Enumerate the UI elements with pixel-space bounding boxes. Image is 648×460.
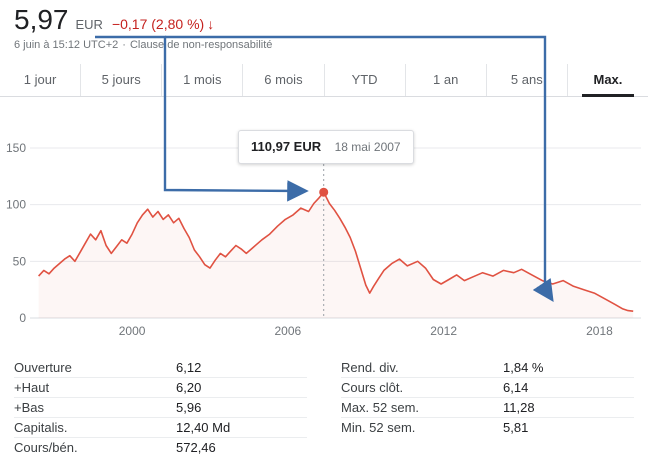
stat-row-rendement: Rend. div. 1,84 % — [341, 358, 634, 378]
stat-value: 1,84 % — [503, 360, 544, 375]
stat-row-haut: +Haut 6,20 — [14, 378, 307, 398]
price-header: 5,97 EUR −0,17 (2,80 %) ↓ — [14, 4, 214, 36]
stat-label: Capitalis. — [14, 420, 68, 435]
stat-value: 6,12 — [176, 360, 202, 375]
stat-label: +Haut — [14, 380, 50, 395]
stock-price: 5,97 — [14, 4, 69, 35]
stat-label: Cours clôt. — [341, 380, 404, 395]
stat-row-cours-benefice: Cours/bén. 572,46 — [14, 438, 307, 457]
stat-value: 6,14 — [503, 380, 529, 395]
stat-value: 11,28 — [503, 400, 535, 415]
stat-label: Max. 52 sem. — [341, 400, 420, 415]
stat-row-cours-cloture: Cours clôt. 6,14 — [341, 378, 634, 398]
stat-value: 6,20 — [176, 380, 202, 395]
tab-1-an[interactable]: 1 an — [404, 64, 486, 96]
stat-row-capitalisation: Capitalis. 12,40 Md — [14, 418, 307, 438]
stat-value: 572,46 — [176, 440, 216, 455]
stats-left-column: Ouverture 6,12 +Haut 6,20 +Bas 5,96 Capi… — [14, 358, 307, 457]
stat-row-min-52: Min. 52 sem. 5,81 — [341, 418, 634, 437]
tab-1-jour[interactable]: 1 jour — [23, 72, 57, 87]
range-tabs: 1 jour 5 jours 1 mois 6 mois YTD 1 an 5 … — [0, 64, 648, 97]
currency-label: EUR — [75, 17, 103, 32]
tab-1-mois[interactable]: 1 mois — [161, 64, 242, 96]
stat-label: Cours/bén. — [14, 440, 78, 455]
stat-value: 5,81 — [503, 420, 529, 435]
chart-tooltip: 110,97 EUR 18 mai 2007 — [238, 130, 414, 164]
stat-label: Ouverture — [14, 360, 72, 375]
stat-label: Min. 52 sem. — [341, 420, 416, 435]
stat-row-bas: +Bas 5,96 — [14, 398, 307, 418]
svg-text:150: 150 — [6, 141, 26, 155]
quote-subtitle: 6 juin à 15:12 UTC+2 · Clause de non-respo… — [14, 39, 272, 51]
price-change: −0,17 (2,80 %) — [111, 16, 205, 32]
tab-ytd[interactable]: YTD — [323, 64, 405, 96]
down-arrow-icon: ↓ — [207, 16, 215, 32]
svg-text:0: 0 — [19, 311, 26, 325]
stat-value: 12,40 Md — [176, 420, 231, 435]
stat-row-max-52: Max. 52 sem. 11,28 — [341, 398, 634, 418]
disclaimer-link[interactable]: Clause de non-responsabilité — [129, 39, 273, 51]
tab-5-ans[interactable]: 5 ans — [485, 64, 567, 96]
svg-text:2006: 2006 — [275, 324, 302, 338]
stat-label: +Bas — [14, 400, 44, 415]
stat-row-ouverture: Ouverture 6,12 — [14, 358, 307, 378]
stats-table: Ouverture 6,12 +Haut 6,20 +Bas 5,96 Capi… — [14, 358, 634, 457]
svg-text:2000: 2000 — [119, 324, 146, 338]
tooltip-date: 18 mai 2007 — [334, 140, 401, 154]
svg-text:50: 50 — [13, 254, 27, 268]
quote-timestamp: 6 juin à 15:12 UTC+2 — [14, 39, 119, 51]
stat-label: Rend. div. — [341, 360, 399, 375]
svg-text:2018: 2018 — [586, 324, 613, 338]
stats-right-column: Rend. div. 1,84 % Cours clôt. 6,14 Max. … — [341, 358, 634, 457]
svg-text:2012: 2012 — [430, 324, 457, 338]
dot-separator: · — [122, 39, 126, 51]
tab-max[interactable]: Max. — [566, 64, 648, 97]
stat-value: 5,96 — [176, 400, 202, 415]
tooltip-value: 110,97 EUR — [251, 139, 322, 154]
tab-5-jours[interactable]: 5 jours — [80, 64, 161, 96]
svg-text:100: 100 — [6, 198, 26, 212]
tab-6-mois[interactable]: 6 mois — [242, 64, 323, 96]
